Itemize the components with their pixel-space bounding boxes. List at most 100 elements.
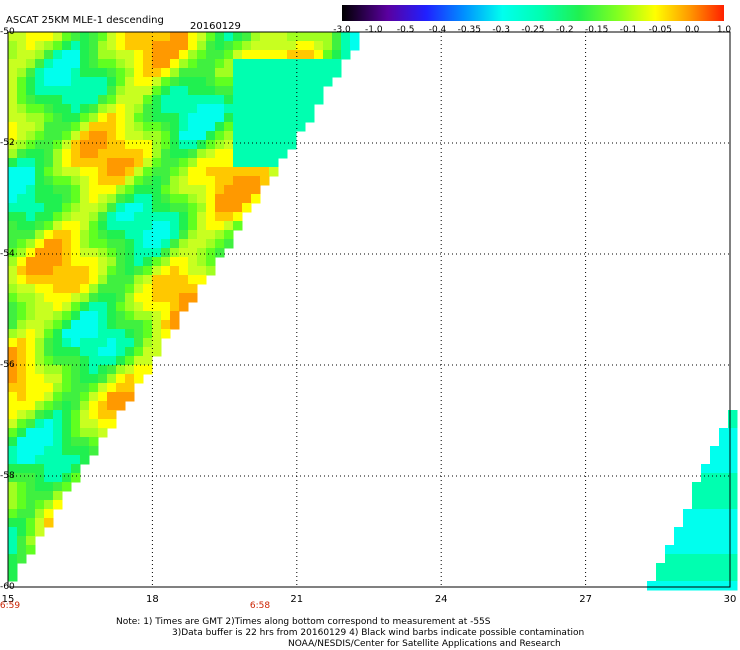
swath-cell xyxy=(170,122,180,132)
swath-cell xyxy=(26,68,36,78)
swath-cell xyxy=(35,437,45,447)
swath-cell xyxy=(161,59,171,69)
swath-cell xyxy=(107,392,117,402)
swath-cell xyxy=(125,374,135,384)
swath-cell xyxy=(116,338,126,348)
swath-cell xyxy=(98,113,108,123)
swath-cell xyxy=(179,302,189,312)
swath-cell xyxy=(44,248,54,258)
swath-cell xyxy=(80,59,90,69)
swath-cell xyxy=(26,194,36,204)
swath-cell xyxy=(35,356,45,366)
swath-cell xyxy=(35,167,45,177)
swath-cell xyxy=(170,50,180,60)
swath-cell xyxy=(44,203,54,213)
swath-cell xyxy=(26,437,36,447)
swath-cell xyxy=(89,95,99,105)
swath-cell xyxy=(125,365,135,375)
swath-cell xyxy=(143,104,153,114)
swath-cell xyxy=(125,41,135,51)
swath-cell xyxy=(728,482,738,492)
swath-cell xyxy=(116,158,126,168)
swath-cell xyxy=(8,113,18,123)
swath-cell xyxy=(17,554,27,564)
swath-cell xyxy=(665,554,675,564)
swath-cell xyxy=(260,95,270,105)
swath-cell xyxy=(71,167,81,177)
swath-cell xyxy=(314,95,324,105)
swath-cell xyxy=(152,59,162,69)
swath-cell xyxy=(8,500,18,510)
swath-cell xyxy=(188,32,198,42)
swath-cell xyxy=(89,392,99,402)
swath-cell xyxy=(170,275,180,285)
swath-cell xyxy=(107,257,117,267)
swath-cell xyxy=(26,473,36,483)
swath-cell xyxy=(125,50,135,60)
swath-cell xyxy=(62,446,72,456)
swath-cell xyxy=(728,518,738,528)
swath-cell xyxy=(44,320,54,330)
swath-cell xyxy=(233,32,243,42)
swath-cell xyxy=(134,50,144,60)
swath-cell xyxy=(53,356,63,366)
swath-cell xyxy=(296,68,306,78)
swath-cell xyxy=(44,239,54,249)
swath-cell xyxy=(143,86,153,96)
swath-cell xyxy=(107,212,117,222)
swath-cell xyxy=(305,77,315,87)
swath-cell xyxy=(188,284,198,294)
swath-cell xyxy=(26,491,36,501)
swath-cell xyxy=(62,104,72,114)
swath-cell xyxy=(26,545,36,555)
swath-cell xyxy=(278,32,288,42)
swath-cell xyxy=(53,374,63,384)
swath-cell xyxy=(89,347,99,357)
swath-cell xyxy=(170,113,180,123)
swath-cell xyxy=(71,176,81,186)
swath-cell xyxy=(233,77,243,87)
swath-cell xyxy=(8,239,18,249)
swath-cell xyxy=(323,41,333,51)
swath-cell xyxy=(80,311,90,321)
swath-cell xyxy=(206,257,216,267)
swath-cell xyxy=(170,203,180,213)
swath-cell xyxy=(116,230,126,240)
swath-cell xyxy=(62,482,72,492)
swath-cell xyxy=(224,50,234,60)
swath-cell xyxy=(287,95,297,105)
swath-cell xyxy=(134,122,144,132)
swath-cell xyxy=(98,149,108,159)
swath-cell xyxy=(44,32,54,42)
swath-cell xyxy=(80,167,90,177)
swath-cell xyxy=(116,212,126,222)
swath-cell xyxy=(215,32,225,42)
swath-cell xyxy=(26,176,36,186)
swath-cell xyxy=(125,212,135,222)
swath-cell xyxy=(8,419,18,429)
swath-cell xyxy=(125,311,135,321)
swath-cell xyxy=(17,50,27,60)
swath-cell xyxy=(71,293,81,303)
swath-cell xyxy=(107,149,117,159)
colorbar xyxy=(342,5,724,21)
swath-cell xyxy=(692,563,702,573)
swath-cell xyxy=(269,32,279,42)
swath-cell xyxy=(161,68,171,78)
swath-cell xyxy=(44,419,54,429)
swath-cell xyxy=(116,185,126,195)
swath-cell xyxy=(116,266,126,276)
x-axis-label: 15 xyxy=(1,594,15,605)
swath-cell xyxy=(44,257,54,267)
swath-cell xyxy=(143,194,153,204)
swath-cell xyxy=(107,266,117,276)
swath-cell xyxy=(728,437,738,447)
swath-cell xyxy=(17,293,27,303)
swath-cell xyxy=(62,185,72,195)
swath-cell xyxy=(242,149,252,159)
swath-cell xyxy=(98,302,108,312)
swath-cell xyxy=(89,239,99,249)
swath-cell xyxy=(269,77,279,87)
swath-cell xyxy=(206,86,216,96)
x-axis-label: 27 xyxy=(579,594,592,605)
